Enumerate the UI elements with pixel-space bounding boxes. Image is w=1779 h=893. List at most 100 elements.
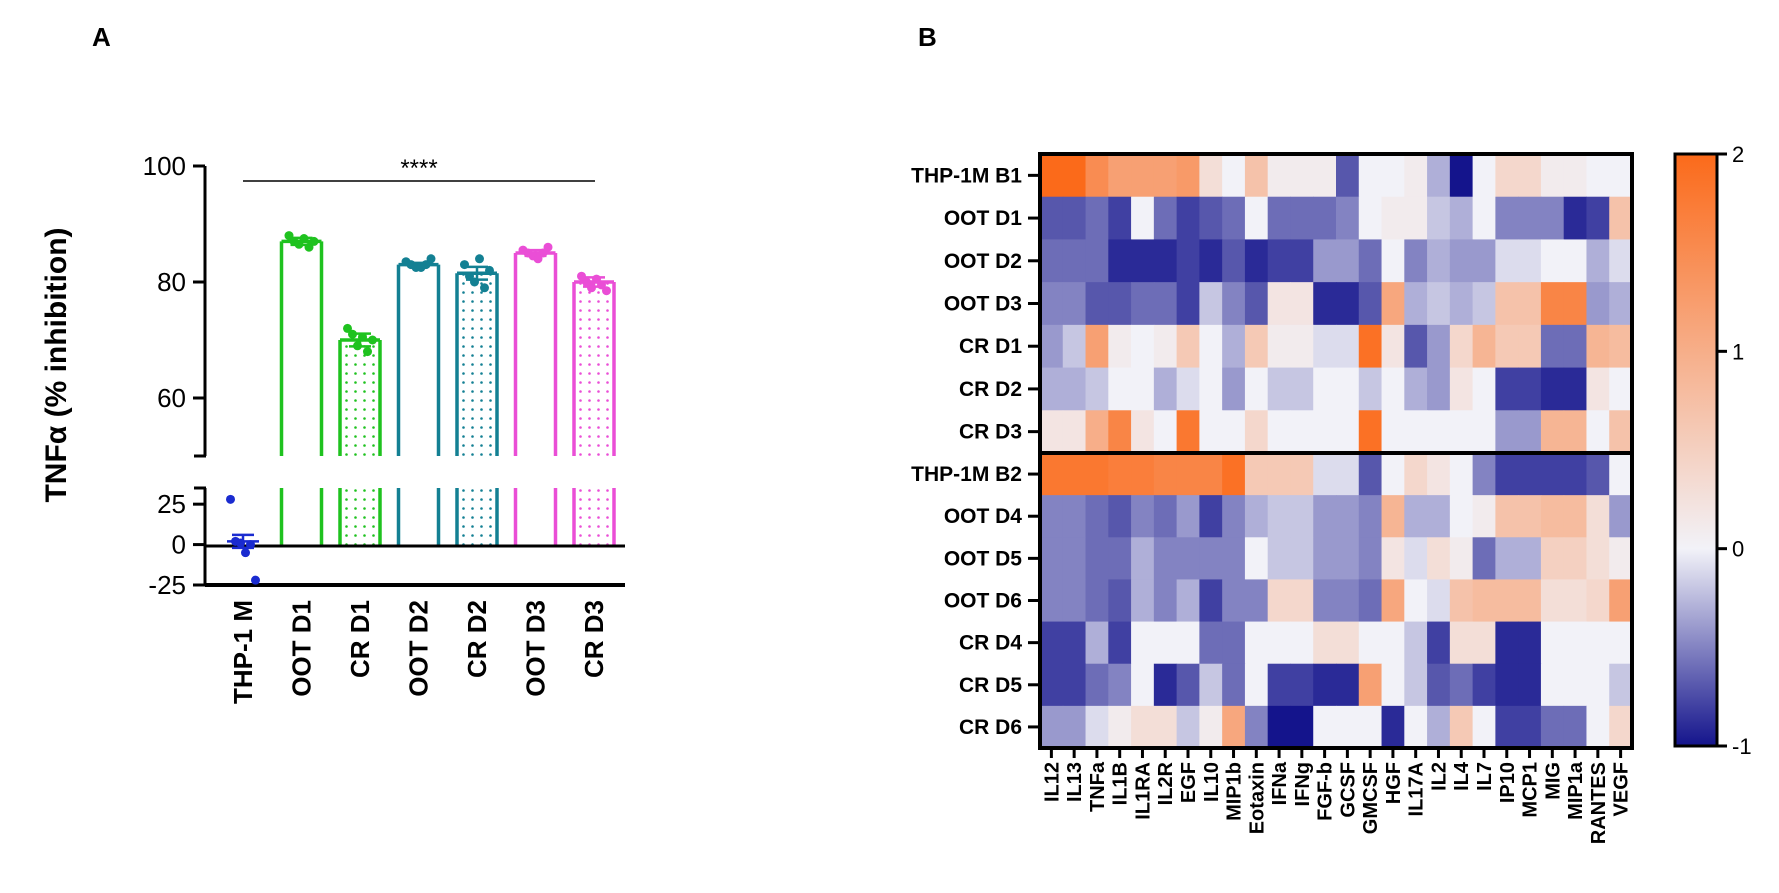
heatmap-row-label: CR D3 [959,421,1022,444]
points-layer [226,231,611,585]
heatmap-row-label: THP-1M B2 [911,463,1022,486]
heatmap-cell [1609,621,1633,665]
heatmap-cell [1199,196,1223,240]
heatmap-column-label: IL7 [1474,762,1496,791]
heatmap-cell [1381,579,1405,623]
heatmap-row-label: CR D1 [959,335,1022,358]
heatmap-row-label: CR D6 [959,716,1022,739]
heatmap-cell [1609,410,1633,454]
heatmap-cell [1586,621,1610,665]
heatmap-cell [1085,154,1109,198]
heatmap-cell [1153,154,1178,198]
heatmap-column-label: IL2 [1428,762,1450,791]
heatmap-row-label: OOT D6 [944,590,1022,613]
heatmap-cell [1108,367,1132,411]
heatmap-cell [1563,663,1587,707]
heatmap-cell [1290,579,1314,623]
heatmap-cell [1472,495,1496,538]
heatmap-cell [1040,621,1064,665]
heatmap-cell [1336,495,1360,538]
heatmap-cell [1062,410,1087,454]
heatmap-column-label: IL1B [1110,762,1132,805]
y-axis-label: TNFα (% inhibition) [40,227,73,502]
data-point [358,332,367,342]
heatmap-cell [1404,579,1428,623]
heatmap-cell [1222,282,1246,326]
colorbar-ticks: 2 1 0 -1 [1717,142,1752,759]
heatmap-cell [1153,537,1178,580]
heatmap-cell [1495,495,1519,538]
heatmap-cell [1062,495,1087,538]
heatmap-cell [1586,154,1610,198]
heatmap-cell [1313,579,1337,623]
heatmap-cell [1313,324,1337,369]
heatmap-cell [1176,367,1200,411]
heatmap-cell [1085,663,1109,707]
heatmap-cell [1609,324,1633,369]
heatmap-cell [1427,324,1451,369]
heatmap-cell [1472,705,1496,749]
heatmap-cell [1563,495,1587,538]
heatmap-cell [1222,705,1246,749]
heatmap-cell [1176,495,1200,538]
heatmap-cell [1472,239,1496,283]
heatmap-cell [1609,537,1633,580]
heatmap-cell [1062,453,1087,496]
heatmap-cell [1085,495,1109,538]
heatmap-cell [1313,663,1337,707]
heatmap-column-labels: IL12 IL13 TNFa IL1B IL1RA IL2R EGF IL10 MIP1b Eot… [1041,748,1633,844]
heatmap-cell [1222,579,1246,623]
bar-lower [515,488,556,546]
heatmap-cell [1563,705,1587,749]
heatmap-cell [1267,453,1291,496]
heatmap-cell [1313,154,1337,198]
heatmap-cell [1336,324,1360,369]
heatmap-cell [1153,239,1178,283]
heatmap-cell [1518,663,1542,707]
heatmap-cell [1427,282,1451,326]
colorbar-tick-label: 0 [1732,537,1744,562]
data-point [251,575,260,585]
heatmap-cell [1176,453,1200,496]
heatmap-cell [1153,196,1178,240]
heatmap-cell [1131,705,1155,749]
heatmap-cell [1609,196,1633,240]
heatmap-column-label: MIP1b [1224,762,1246,821]
heatmap-cell [1358,367,1383,411]
heatmap-row-label: OOT D2 [944,250,1022,273]
heatmap-cell [1199,453,1223,496]
heatmap-cell [1085,282,1109,326]
heatmap-cell [1609,282,1633,326]
heatmap-column-label: IL1RA [1132,762,1154,820]
heatmap-cell [1062,239,1087,283]
heatmap-cell [1176,154,1200,198]
heatmap-cell [1290,196,1314,240]
heatmap-column-label: IL13 [1064,762,1086,802]
category-label: THP-1 M [228,600,258,704]
heatmap-cell [1586,705,1610,749]
heatmap-cell [1586,495,1610,538]
heatmap-cell [1290,537,1314,580]
heatmap-cell [1108,621,1132,665]
heatmap-cell [1404,367,1428,411]
heatmap-cell [1495,453,1519,496]
heatmap-cell [1062,621,1087,665]
heatmap-cell [1495,705,1519,749]
heatmap-cell [1404,239,1428,283]
heatmap-cell [1358,495,1383,538]
heatmap-cell [1131,282,1155,326]
heatmap-cell [1040,663,1064,707]
heatmap-cell [1540,154,1565,198]
heatmap-cell [1404,154,1428,198]
heatmap-cell [1244,537,1269,580]
heatmap-cell [1062,154,1087,198]
heatmap-cell [1449,453,1474,496]
data-point [226,494,235,504]
heatmap-cell [1518,621,1542,665]
heatmap-cell [1381,196,1405,240]
heatmap-cell [1153,663,1178,707]
heatmap-column-label: IL17A [1406,762,1428,816]
heatmap-cell [1222,196,1246,240]
heatmap-cell [1290,324,1314,369]
category-labels: THP-1 M OOT D1 CR D1 OOT D2 CR D2 OOT D3 CR D3 [228,600,609,704]
